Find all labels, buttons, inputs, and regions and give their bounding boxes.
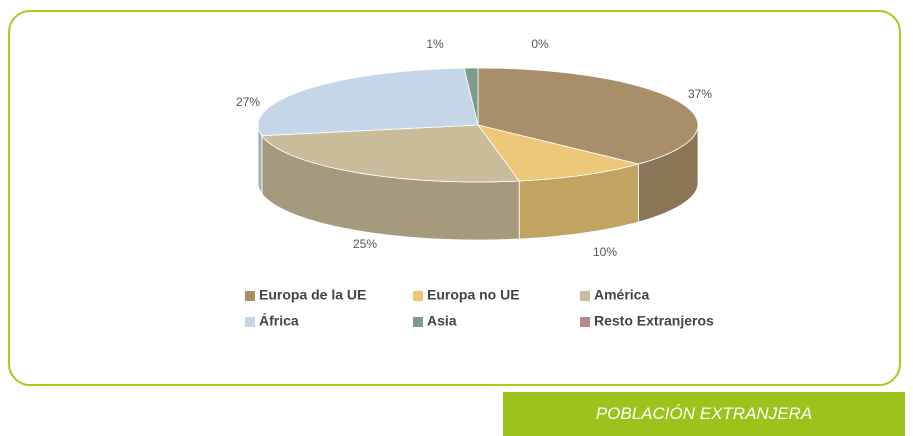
data-label: 0% bbox=[531, 37, 549, 51]
legend-swatch bbox=[580, 291, 590, 301]
data-label: 10% bbox=[593, 245, 617, 259]
legend-label: América bbox=[594, 287, 649, 303]
data-label: 27% bbox=[236, 95, 260, 109]
pie-slice bbox=[477, 67, 699, 165]
legend-label: Asia bbox=[427, 313, 457, 329]
legend-swatch bbox=[413, 317, 423, 327]
data-label: 1% bbox=[426, 37, 444, 51]
data-label: 25% bbox=[353, 237, 377, 251]
legend-label: Europa no UE bbox=[427, 287, 520, 303]
pie-slice bbox=[477, 124, 639, 182]
legend-label: Europa de la UE bbox=[259, 287, 366, 303]
legend-swatch bbox=[580, 317, 590, 327]
data-label: 37% bbox=[688, 87, 712, 101]
pie-slice bbox=[463, 67, 479, 126]
chart-frame bbox=[8, 10, 901, 386]
legend-label: África bbox=[259, 313, 299, 329]
pie-slice bbox=[257, 67, 479, 137]
legend-swatch bbox=[245, 317, 255, 327]
pie-slice bbox=[261, 124, 520, 183]
legend-label: Resto Extranjeros bbox=[594, 313, 714, 329]
caption: POBLACIÓN EXTRANJERA bbox=[503, 392, 905, 436]
legend-swatch bbox=[245, 291, 255, 301]
legend-swatch bbox=[413, 291, 423, 301]
